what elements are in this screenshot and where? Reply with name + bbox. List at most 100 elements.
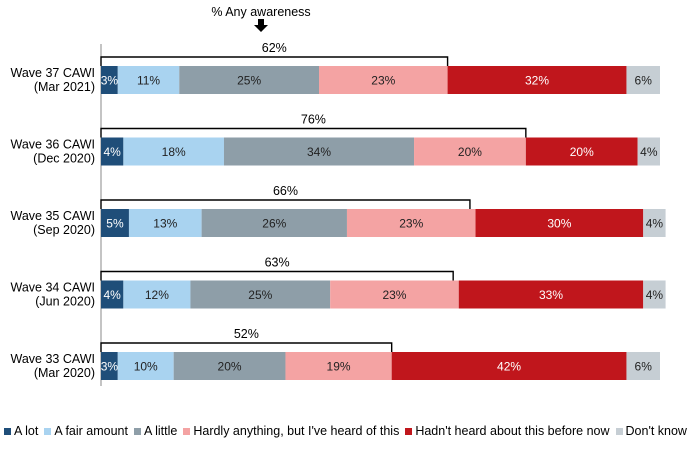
data-label: 5% xyxy=(106,217,124,231)
bar-segment xyxy=(128,209,202,237)
legend-item: A fair amount xyxy=(44,424,128,438)
bar-segment xyxy=(123,137,224,166)
data-label: 12% xyxy=(145,288,169,302)
bar-segment xyxy=(414,137,526,166)
data-label: 23% xyxy=(382,288,406,302)
data-label: 25% xyxy=(237,74,261,88)
chart-legend: A lot A fair amount A little Hardly anythin… xyxy=(4,423,698,439)
legend-item: A little xyxy=(133,424,178,438)
data-label: 26% xyxy=(262,217,286,231)
awareness-arrow-icon xyxy=(254,19,268,32)
bar-row: Wave 35 CAWI (Sep 2020) 5% 13% 26% 23% 30% 4% 66… xyxy=(10,184,666,237)
bar-segment xyxy=(101,352,118,380)
bar-row: Wave 36 CAWI (Dec 2020) 4% 18% 34% 20% 20% 4% 76… xyxy=(10,113,660,166)
data-label: 30% xyxy=(547,217,571,231)
data-label: 23% xyxy=(399,217,423,231)
bar-segment xyxy=(391,352,627,380)
data-label: 25% xyxy=(248,288,272,302)
data-label: 3% xyxy=(101,360,119,374)
bar-segment xyxy=(458,280,644,309)
legend-label: A lot xyxy=(14,424,39,438)
bar-row: Wave 33 CAWI (Mar 2020) 3% 10% 20% 19% 42% 6% 52… xyxy=(10,327,660,380)
category-label: Wave 33 CAWI (Mar 2020) xyxy=(10,352,95,380)
bar-segment xyxy=(101,66,118,94)
legend-swatch xyxy=(4,427,11,435)
awareness-total-label: 63% xyxy=(265,256,290,270)
bar-row: Wave 34 CAWI (Jun 2020) 4% 12% 25% 23% 33% 4% 63… xyxy=(10,256,666,309)
awareness-total-label: 66% xyxy=(273,184,298,198)
bar-segment xyxy=(626,66,660,94)
awareness-annotation: % Any awareness xyxy=(211,5,311,32)
data-label: 13% xyxy=(153,217,177,231)
bar-segment xyxy=(626,352,660,380)
legend-label: Don't know xyxy=(625,424,687,438)
legend-label: A fair amount xyxy=(54,424,128,438)
data-label: 6% xyxy=(635,74,653,88)
awareness-bracket xyxy=(100,270,454,281)
data-label: 4% xyxy=(640,145,658,159)
data-label: 20% xyxy=(218,360,242,374)
bar-segment xyxy=(285,352,392,380)
awareness-bracket xyxy=(100,342,393,352)
bar-segment xyxy=(319,66,448,94)
bar-segment xyxy=(101,280,124,309)
legend-label: A little xyxy=(143,424,178,438)
legend-label: Hadn't heard about this before now xyxy=(415,424,610,438)
legend-swatch xyxy=(615,427,623,435)
bar-segment xyxy=(201,209,347,237)
bar-segment xyxy=(173,352,286,380)
bar-segment xyxy=(117,66,180,94)
awareness-bracket xyxy=(100,127,527,138)
bar-segment xyxy=(123,280,191,309)
data-label: 11% xyxy=(137,74,160,88)
data-label: 18% xyxy=(162,145,186,159)
data-label: 6% xyxy=(635,360,653,374)
bar-segment xyxy=(330,280,459,309)
data-label: 42% xyxy=(497,360,521,374)
legend-label: Hardly anything, but I've heard of this xyxy=(193,424,400,438)
awareness-total-label: 52% xyxy=(234,327,259,341)
bar-segment xyxy=(346,209,476,237)
bar-segment xyxy=(637,137,660,166)
bar-segment xyxy=(190,280,331,309)
data-label: 4% xyxy=(104,288,122,302)
legend-swatch xyxy=(405,427,413,435)
bar-segment xyxy=(525,137,638,166)
category-label: Wave 36 CAWI (Dec 2020) xyxy=(10,138,95,166)
legend-swatch xyxy=(133,427,141,435)
legend-swatch xyxy=(183,427,191,435)
category-label: Wave 34 CAWI (Jun 2020) xyxy=(10,281,95,309)
bar-segment xyxy=(223,137,415,166)
data-label: 23% xyxy=(371,74,395,88)
awareness-bracket xyxy=(100,56,449,66)
awareness-stacked-bar-chart: % Any awareness Wave 37 CAWI (Mar 2021) 3%… xyxy=(10,5,666,386)
category-label: Wave 35 CAWI (Sep 2020) xyxy=(10,209,95,237)
legend-item: Don't know xyxy=(615,424,687,438)
bar-segment xyxy=(475,209,644,237)
data-label: 32% xyxy=(525,74,549,88)
data-label: 4% xyxy=(646,217,664,231)
data-label: 19% xyxy=(327,360,351,374)
bar-segment xyxy=(643,209,666,237)
bar-segment xyxy=(447,66,627,94)
data-label: 3% xyxy=(101,74,119,88)
bar-segment xyxy=(101,209,129,237)
awareness-bracket xyxy=(100,199,471,209)
awareness-total-label: 76% xyxy=(301,113,326,127)
bar-segment xyxy=(101,137,124,166)
data-label: 20% xyxy=(570,145,594,159)
awareness-label: % Any awareness xyxy=(211,5,310,19)
legend-item: Hadn't heard about this before now xyxy=(405,424,610,438)
data-label: 4% xyxy=(104,145,122,159)
data-label: 10% xyxy=(134,360,158,374)
category-label: Wave 37 CAWI (Mar 2021) xyxy=(10,66,95,94)
data-label: 33% xyxy=(539,288,563,302)
bar-segment xyxy=(117,352,174,380)
bar-row: Wave 37 CAWI (Mar 2021) 3% 11% 25% 23% 32% 6% 62… xyxy=(10,41,660,94)
legend-item: A lot xyxy=(4,424,38,438)
data-label: 4% xyxy=(646,288,664,302)
legend-item: Hardly anything, but I've heard of this xyxy=(183,424,399,438)
data-label: 34% xyxy=(307,145,331,159)
bar-segment xyxy=(179,66,320,94)
data-label: 20% xyxy=(458,145,482,159)
